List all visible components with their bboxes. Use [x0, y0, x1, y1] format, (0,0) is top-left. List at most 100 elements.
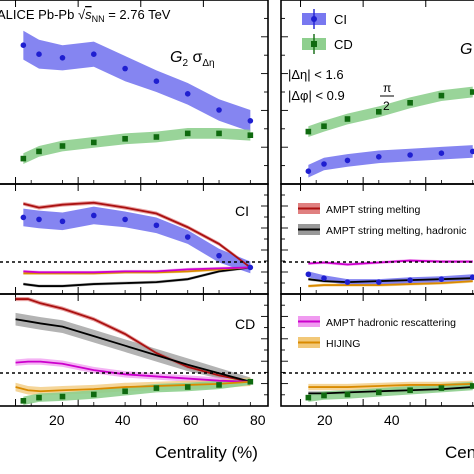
- band-top-right-s0: [308, 145, 473, 178]
- x-tick-label-right-40: 40: [384, 412, 400, 428]
- line-bottom-left-s1: [15, 298, 251, 383]
- x-tick-label-60: 60: [183, 412, 199, 428]
- observable-label-left: G2 σΔη: [170, 49, 215, 69]
- x-tick-label-20: 20: [49, 412, 65, 428]
- point-top-right-s1-6: [469, 89, 474, 95]
- legend-ci-label: CI: [334, 12, 347, 27]
- point-mid-right-s0-5: [438, 276, 445, 282]
- point-mid-left-s0-8: [247, 264, 254, 271]
- point-mid-left-s0-1: [36, 216, 42, 223]
- cut-phi-label: |Δφ| < 0.9: [288, 88, 345, 103]
- point-bottom-left-s0-2: [59, 393, 66, 400]
- band-top-left-s0: [23, 30, 251, 132]
- line-bottom-left-s4: [15, 380, 251, 393]
- line-mid-left-s1: [23, 201, 251, 269]
- point-mid-right-s0-1: [321, 275, 327, 282]
- legend-main: CI CD: [302, 9, 353, 54]
- point-top-right-s0-5: [438, 150, 445, 156]
- point-top-left-s1-1: [36, 148, 42, 155]
- point-bottom-left-s0-8: [247, 378, 254, 385]
- point-bottom-right-s0-2: [344, 391, 351, 398]
- line-mid-left-s3: [23, 266, 251, 275]
- panel-top-left: [20, 30, 254, 164]
- point-top-right-s1-0: [305, 128, 312, 135]
- point-top-right-s0-2: [344, 157, 351, 164]
- panel-top-right: [305, 86, 474, 178]
- point-mid-left-s0-4: [122, 216, 128, 223]
- point-top-left-s0-5: [153, 78, 160, 84]
- point-mid-left-s0-3: [90, 212, 97, 219]
- line-mid-left-s2: [23, 266, 251, 287]
- panel-bottom-right: [305, 380, 474, 402]
- x-tick-label-80: 80: [250, 412, 266, 428]
- x-axis-tick-labels: 20 40 60 80 20 40: [49, 412, 400, 428]
- legend-ampt-hr-label: AMPT hadronic rescattering: [326, 317, 456, 329]
- reference-lines: [0, 261, 474, 374]
- x-axis-title-right: Cen: [445, 443, 474, 462]
- line-bottom-right-s1: [308, 382, 473, 388]
- point-bottom-right-s0-6: [469, 383, 474, 389]
- point-bottom-right-s0-4: [407, 387, 413, 394]
- point-top-right-s0-1: [321, 161, 327, 167]
- point-mid-left-s0-0: [20, 214, 27, 221]
- point-top-right-s1-3: [375, 109, 382, 115]
- point-top-left-s1-2: [59, 143, 66, 149]
- point-mid-right-s0-3: [375, 279, 382, 285]
- point-bottom-left-s0-6: [184, 384, 191, 390]
- point-top-left-s0-6: [184, 91, 191, 97]
- point-top-right-s0-0: [305, 168, 312, 174]
- observable-label-right: G: [460, 41, 472, 58]
- point-bottom-right-s0-1: [321, 392, 327, 399]
- band-top-left-s1: [23, 128, 251, 164]
- legend-ci-marker: [311, 16, 317, 22]
- point-mid-right-s0-0: [305, 271, 312, 278]
- cut-eta-label: |Δη| < 1.6: [288, 67, 344, 82]
- legend-hijing-label: HIJING: [326, 338, 360, 350]
- point-top-left-s1-5: [153, 134, 160, 140]
- point-top-right-s1-2: [344, 116, 351, 122]
- plot-layer: [15, 30, 474, 405]
- legend-cd-marker: [311, 41, 317, 47]
- point-top-right-s0-4: [407, 152, 413, 158]
- point-mid-right-s0-6: [469, 274, 474, 281]
- cut-phi-denominator: 2: [383, 99, 390, 113]
- point-bottom-left-s0-1: [36, 394, 42, 401]
- band-top-right-s1: [308, 86, 473, 137]
- point-bottom-right-s0-0: [305, 394, 312, 401]
- point-bottom-left-s0-7: [216, 382, 222, 388]
- x-tick-label-40: 40: [115, 412, 131, 428]
- point-mid-left-s0-5: [153, 222, 160, 229]
- point-top-right-s0-6: [469, 148, 474, 155]
- point-top-right-s0-3: [375, 154, 382, 160]
- point-top-right-s1-5: [438, 92, 445, 99]
- line-bottom-left-s3: [15, 360, 251, 383]
- experiment-label: ALICE Pb-Pb √sNN = 2.76 TeV: [0, 7, 171, 24]
- line-mid-right-s3: [308, 280, 473, 287]
- legend-cd-label: CD: [334, 37, 353, 52]
- point-top-left-s1-0: [20, 155, 27, 162]
- point-bottom-left-s0-5: [153, 385, 160, 391]
- panel-bottom-left: [15, 296, 254, 405]
- point-top-left-s0-8: [247, 118, 254, 124]
- point-top-left-s0-7: [216, 107, 222, 113]
- cut-phi-numerator: π: [383, 81, 391, 95]
- point-top-left-s1-3: [90, 139, 97, 146]
- point-mid-right-s0-2: [344, 279, 351, 285]
- point-top-left-s1-8: [247, 132, 254, 138]
- point-bottom-left-s0-3: [90, 391, 97, 398]
- legend-ampt-sm-label: AMPT string melting: [326, 204, 420, 216]
- point-top-left-s1-4: [122, 136, 128, 142]
- point-top-right-s1-4: [407, 100, 413, 106]
- point-bottom-left-s0-0: [20, 398, 27, 404]
- point-top-left-s0-2: [59, 55, 66, 61]
- point-bottom-left-s0-4: [122, 388, 128, 395]
- point-top-left-s1-6: [184, 130, 191, 137]
- legend-ampt-sm-hr-label: AMPT string melting, hadronic: [326, 225, 466, 237]
- point-mid-left-s0-2: [59, 218, 66, 225]
- point-top-left-s0-3: [90, 51, 97, 57]
- point-top-left-s0-1: [36, 51, 42, 57]
- band-bottom-left-s1: [15, 296, 251, 384]
- x-tick-label-right-20: 20: [317, 412, 333, 428]
